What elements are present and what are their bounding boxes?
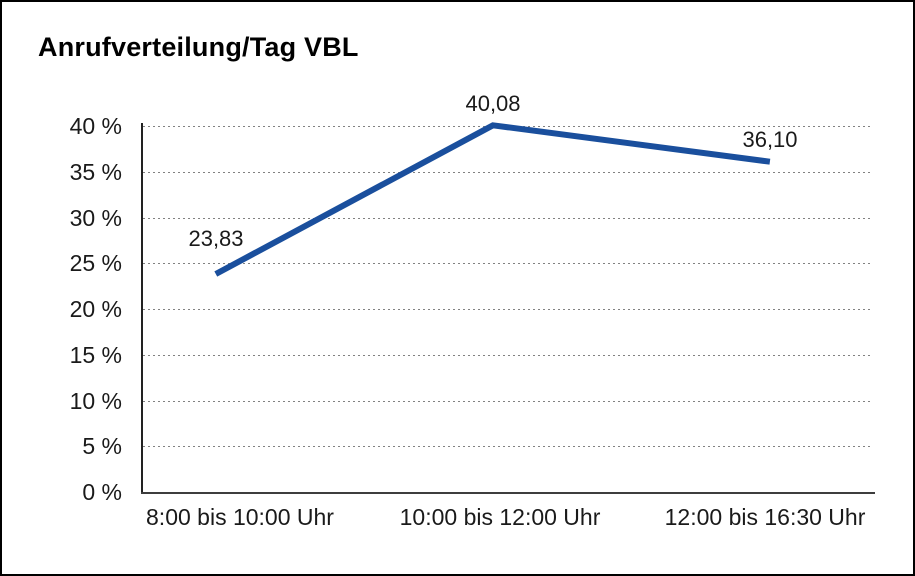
- y-tick-label: 40 %: [69, 113, 122, 139]
- y-tick-label: 5 %: [82, 433, 122, 459]
- chart-title: Anrufverteilung/Tag VBL: [38, 32, 359, 62]
- series-line: [214, 122, 771, 277]
- gridline: [143, 218, 873, 219]
- y-tick-label: 0 %: [82, 479, 122, 505]
- y-axis-line: [141, 123, 143, 494]
- data-label: 36,10: [742, 127, 798, 152]
- y-tick-label: 20 %: [69, 296, 122, 322]
- y-tick-label: 35 %: [69, 159, 122, 185]
- y-tick-label: 25 %: [69, 250, 122, 276]
- x-tick-label: 12:00 bis 16:30 Uhr: [664, 504, 866, 530]
- y-tick-label: 30 %: [69, 205, 122, 231]
- gridline: [143, 263, 873, 264]
- gridline: [143, 446, 873, 447]
- gridline: [143, 309, 873, 310]
- x-axis-line: [141, 492, 875, 494]
- x-tick-label: 8:00 bis 10:00 Uhr: [146, 504, 334, 530]
- gridline: [143, 401, 873, 402]
- data-label: 23,83: [188, 226, 244, 251]
- gridline: [143, 355, 873, 356]
- y-tick-label: 10 %: [69, 388, 122, 414]
- gridline: [143, 172, 873, 173]
- y-tick-label: 15 %: [69, 342, 122, 368]
- x-tick-label: 10:00 bis 12:00 Uhr: [399, 504, 601, 530]
- data-label: 40,08: [465, 91, 521, 116]
